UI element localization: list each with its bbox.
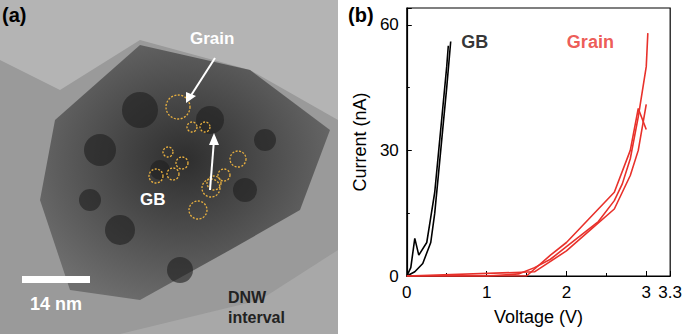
svg-text:2: 2 [562, 283, 571, 302]
svg-text:0: 0 [402, 283, 411, 302]
svg-text:DNW: DNW [228, 289, 267, 306]
svg-text:30: 30 [380, 141, 399, 160]
svg-text:Voltage (V): Voltage (V) [494, 307, 583, 327]
svg-text:14 nm: 14 nm [30, 294, 82, 314]
svg-text:Current (nA): Current (nA) [350, 92, 370, 191]
svg-text:3: 3 [642, 283, 651, 302]
svg-text:(b): (b) [348, 4, 374, 26]
svg-text:GB: GB [461, 32, 488, 52]
svg-text:3.3: 3.3 [658, 283, 682, 302]
svg-text:(a): (a) [2, 4, 26, 26]
svg-text:Grain: Grain [567, 32, 614, 52]
svg-text:GB: GB [140, 190, 166, 209]
svg-text:60: 60 [380, 15, 399, 34]
svg-text:0: 0 [389, 267, 398, 286]
svg-text:1: 1 [482, 283, 491, 302]
svg-text:Grain: Grain [190, 29, 234, 48]
svg-text:interval: interval [228, 309, 285, 326]
